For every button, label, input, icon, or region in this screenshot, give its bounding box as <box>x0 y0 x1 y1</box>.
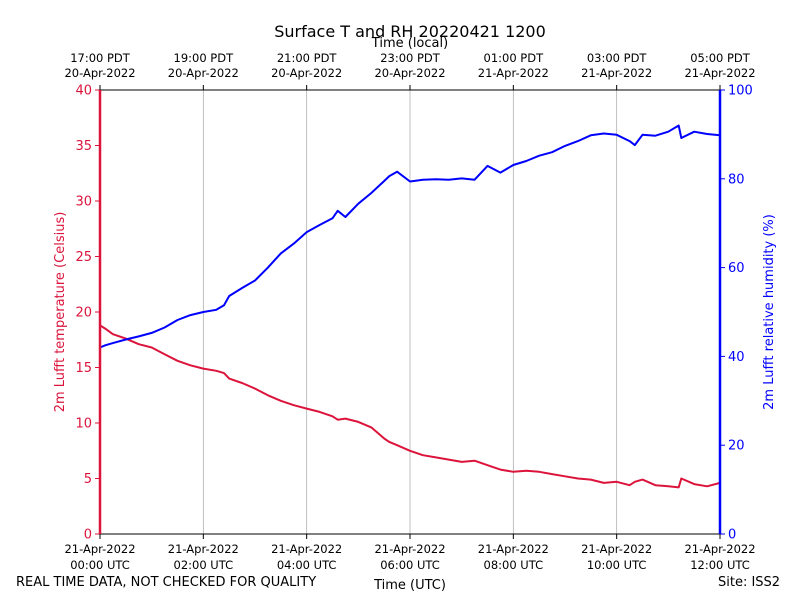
right-tick-label: 40 <box>728 350 745 365</box>
top-tick-time: 05:00 PDT <box>690 51 751 65</box>
left-axis-ticks: 0 5 10 15 20 25 30 35 40 <box>75 84 100 543</box>
left-tick-label: 40 <box>75 84 92 99</box>
left-tick-label: 20 <box>75 306 92 321</box>
right-axis-label: 2m Lufft relative humidity (%) <box>762 214 777 410</box>
bottom-tick-time: 02:00 UTC <box>174 558 234 572</box>
left-tick-label: 30 <box>75 195 92 210</box>
top-tick-date: 20-Apr-2022 <box>374 66 445 80</box>
quality-disclaimer: REAL TIME DATA, NOT CHECKED FOR QUALITY <box>16 575 317 590</box>
bottom-tick-time: 10:00 UTC <box>587 558 647 572</box>
bottom-tick-time: 04:00 UTC <box>277 558 337 572</box>
top-tick-date: 20-Apr-2022 <box>64 66 135 80</box>
right-tick-label: 80 <box>728 172 745 187</box>
site-label: Site: ISS2 <box>718 575 781 590</box>
top-tick-date: 21-Apr-2022 <box>478 66 549 80</box>
top-axis-label: Time (local) <box>371 36 448 51</box>
bottom-tick-time: 12:00 UTC <box>690 558 750 572</box>
chart-title: Surface T and RH 20220421 1200 <box>274 22 546 41</box>
bottom-tick-time: 00:00 UTC <box>70 558 130 572</box>
left-tick-label: 10 <box>75 417 92 432</box>
right-tick-label: 60 <box>728 261 745 276</box>
bottom-tick-time: 08:00 UTC <box>484 558 544 572</box>
series-layer <box>99 124 721 489</box>
top-tick-date: 21-Apr-2022 <box>684 66 755 80</box>
right-tick-label: 100 <box>728 84 753 99</box>
top-tick-time: 21:00 PDT <box>277 51 338 65</box>
vertical-gridlines <box>202 90 618 534</box>
top-tick-date: 20-Apr-2022 <box>271 66 342 80</box>
bottom-tick-date: 21-Apr-2022 <box>684 542 755 556</box>
bottom-tick-date: 21-Apr-2022 <box>581 542 652 556</box>
top-tick-date: 20-Apr-2022 <box>168 66 239 80</box>
left-tick-label: 35 <box>75 139 92 154</box>
left-tick-label: 5 <box>84 472 92 487</box>
left-axis-label: 2m Lufft temperature (Celsius) <box>53 212 68 413</box>
top-tick-time: 17:00 PDT <box>70 51 131 65</box>
bottom-tick-date: 21-Apr-2022 <box>478 542 549 556</box>
left-tick-label: 15 <box>75 361 92 376</box>
top-tick-time: 23:00 PDT <box>380 51 441 65</box>
right-axis-ticks: 0 20 40 60 80 100 <box>720 84 753 543</box>
right-tick-label: 0 <box>728 528 736 543</box>
bottom-tick-date: 21-Apr-2022 <box>271 542 342 556</box>
bottom-tick-date: 21-Apr-2022 <box>374 542 445 556</box>
temperature-series-line <box>99 324 721 489</box>
bottom-axis-ticks: 21-Apr-2022 00:00 UTC 21-Apr-2022 02:00 UTC… <box>64 534 756 572</box>
top-tick-time: 01:00 PDT <box>484 51 545 65</box>
humidity-series-line <box>99 124 721 349</box>
left-tick-label: 0 <box>84 528 92 543</box>
top-tick-time: 03:00 PDT <box>587 51 648 65</box>
top-tick-date: 21-Apr-2022 <box>581 66 652 80</box>
bottom-tick-date: 21-Apr-2022 <box>64 542 135 556</box>
top-tick-time: 19:00 PDT <box>174 51 235 65</box>
bottom-tick-date: 21-Apr-2022 <box>168 542 239 556</box>
left-tick-label: 25 <box>75 250 92 265</box>
bottom-axis-label: Time (UTC) <box>373 578 446 593</box>
right-tick-label: 20 <box>728 439 745 454</box>
bottom-tick-time: 06:00 UTC <box>380 558 440 572</box>
